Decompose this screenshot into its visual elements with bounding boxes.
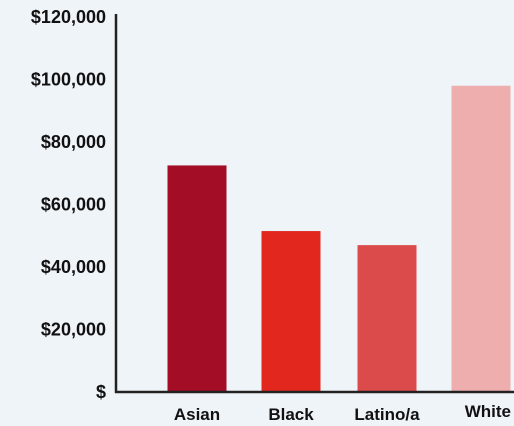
bar-latino-a [357, 245, 417, 392]
y-tick-label-20000: $20,000 [41, 320, 106, 340]
bars-layer [167, 85, 511, 392]
y-tick-label-80000: $80,000 [41, 132, 106, 152]
y-tick-label-100000: $100,000 [31, 70, 106, 90]
y-tick-label-0: $ [96, 382, 106, 402]
bar-asian [167, 165, 227, 392]
y-tick-label-40000: $40,000 [41, 257, 106, 277]
y-tick-label-120000: $120,000 [31, 7, 106, 27]
x-tick-label-black: Black [268, 405, 314, 424]
x-tick-label-white: White [465, 402, 511, 421]
y-tick-labels: $ $20,000 $40,000 $60,000 $80,000 $100,000 $12… [31, 7, 106, 402]
x-tick-label-latino-a: Latino/a [354, 405, 420, 424]
y-tick-label-60000: $60,000 [41, 195, 106, 215]
bar-black [261, 231, 321, 392]
x-tick-label-asian: Asian [174, 405, 220, 424]
bar-white [451, 85, 511, 392]
x-tick-labels: Asian Black Latino/a White [174, 402, 511, 424]
